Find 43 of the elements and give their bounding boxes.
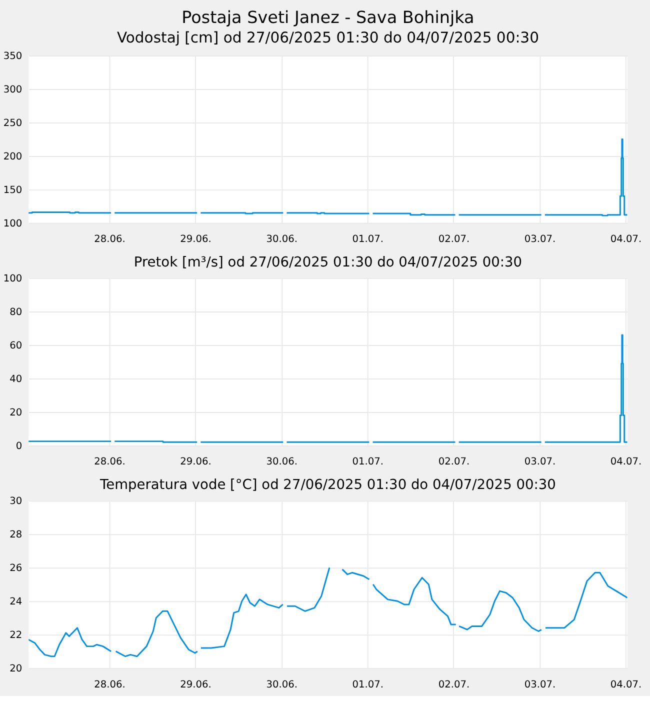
chart-title: Pretok [m³/s] od 27/06/2025 01:30 do 04/07/2025 00:30 xyxy=(134,254,522,270)
x-tick-label: 01.07. xyxy=(352,456,384,468)
x-tick-label: 02.07. xyxy=(438,679,470,690)
x-tick-label: 28.06. xyxy=(94,679,126,690)
x-tick-label: 03.07. xyxy=(524,234,556,246)
x-tick-label: 29.06. xyxy=(180,234,212,246)
x-tick-label: 28.06. xyxy=(94,234,126,246)
chart-title: Temperatura vode [°C] od 27/06/2025 01:30 do 04/07/2025 00:30 xyxy=(99,476,556,493)
y-tick-label: 60 xyxy=(10,340,22,352)
x-tick-label: 04.07. xyxy=(610,234,642,246)
x-tick-label: 30.06. xyxy=(266,456,298,468)
x-tick-label: 02.07. xyxy=(438,234,470,246)
x-tick-label: 04.07. xyxy=(610,679,642,690)
y-tick-label: 200 xyxy=(3,151,22,162)
x-tick-label: 01.07. xyxy=(352,234,384,246)
y-tick-label: 150 xyxy=(3,184,22,196)
x-tick-label: 03.07. xyxy=(524,679,556,690)
x-tick-label: 29.06. xyxy=(180,456,212,468)
y-tick-label: 22 xyxy=(10,630,22,642)
y-tick-label: 0 xyxy=(16,440,22,452)
chart-title: Postaja Sveti Janez - Sava Bohinjka xyxy=(182,7,474,27)
y-tick-label: 350 xyxy=(3,50,22,62)
y-tick-label: 80 xyxy=(10,307,22,318)
y-tick-label: 20 xyxy=(10,664,22,675)
y-tick-label: 20 xyxy=(10,407,22,418)
x-tick-label: 30.06. xyxy=(266,679,298,690)
y-tick-label: 250 xyxy=(3,118,22,129)
x-tick-label: 03.07. xyxy=(524,456,556,468)
x-tick-label: 30.06. xyxy=(266,234,298,246)
x-tick-label: 28.06. xyxy=(94,456,126,468)
y-tick-label: 28 xyxy=(10,530,22,541)
y-tick-label: 100 xyxy=(3,218,22,230)
y-tick-label: 26 xyxy=(10,563,22,574)
chart-subtitle: Vodostaj [cm] od 27/06/2025 01:30 do 04/07/2025 00:30 xyxy=(116,30,539,47)
y-tick-label: 40 xyxy=(10,374,22,385)
y-tick-label: 100 xyxy=(3,274,22,285)
y-tick-label: 30 xyxy=(10,496,22,508)
y-tick-label: 24 xyxy=(10,596,22,608)
x-tick-label: 04.07. xyxy=(610,456,642,468)
x-tick-label: 01.07. xyxy=(352,679,384,690)
x-tick-label: 02.07. xyxy=(438,456,470,468)
x-tick-label: 29.06. xyxy=(180,679,212,690)
y-tick-label: 300 xyxy=(3,84,22,96)
